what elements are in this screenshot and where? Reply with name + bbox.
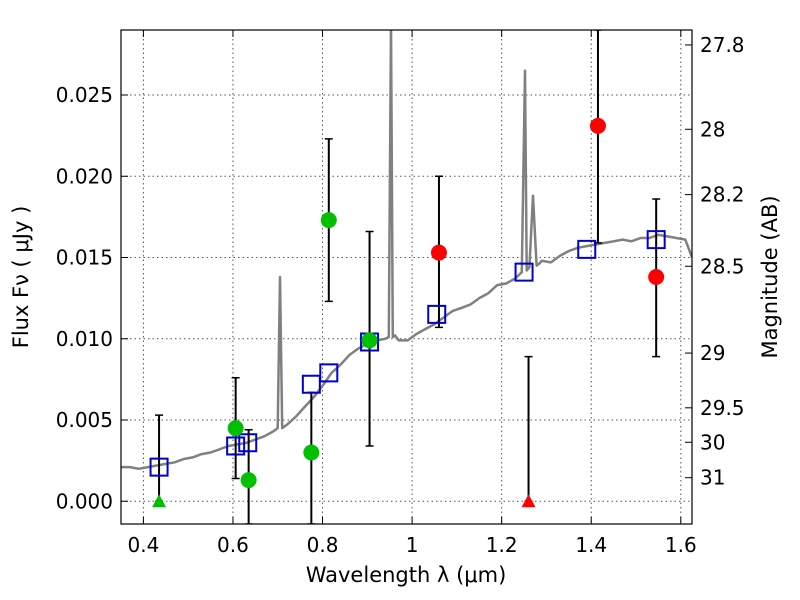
- model-flux-square: [149, 457, 169, 477]
- mag-tick-label: 29.5: [700, 396, 745, 420]
- mag-tick-label: 28: [700, 117, 725, 141]
- flux-point: [303, 444, 320, 461]
- x-tick-label: 1.4: [575, 533, 607, 557]
- y-tick-label: 0.015: [56, 246, 113, 270]
- model-flux-square: [577, 239, 597, 259]
- model-flux-square: [319, 363, 339, 383]
- y-tick-label: 0.020: [56, 164, 113, 188]
- flux-point: [430, 244, 447, 261]
- x-tick-label: 0.4: [127, 533, 159, 557]
- grid: [121, 30, 692, 524]
- axis-ticks: 0.4 0.6 0.8 1 1.2 1.4 1.6 0.000 0.005 0.010 0.015 0…: [56, 30, 745, 557]
- flux-point: [361, 332, 378, 349]
- x-tick-label: 1: [406, 533, 419, 557]
- mag-tick-label: 30: [700, 430, 725, 454]
- y-axis-right-label: Magnitude (AB): [758, 195, 782, 358]
- model-flux-square: [226, 436, 246, 456]
- model-flux-square: [301, 374, 321, 394]
- x-tick-label: 0.6: [217, 533, 249, 557]
- y-tick-label: 0.025: [56, 83, 113, 107]
- upper-limit-triangle: [521, 494, 536, 508]
- flux-point: [240, 472, 257, 489]
- y-tick-label: 0.000: [56, 489, 113, 513]
- x-tick-label: 1.2: [486, 533, 518, 557]
- plot-content: [121, 30, 692, 524]
- mag-tick-label: 31: [700, 466, 725, 490]
- x-axis-label: Wavelength λ (μm): [306, 563, 507, 587]
- model-flux-square: [646, 230, 666, 250]
- mag-tick-label: 28.2: [700, 183, 745, 207]
- sed-model-line: [121, 30, 692, 471]
- y-tick-label: 0.010: [56, 327, 113, 351]
- markers: [149, 117, 666, 508]
- flux-point: [227, 420, 244, 437]
- mag-tick-label: 27.8: [700, 33, 745, 57]
- x-tick-label: 1.6: [665, 533, 697, 557]
- flux-point: [648, 269, 665, 285]
- mag-tick-label: 29: [700, 341, 725, 365]
- y-axis-label: Flux Fν ( μJy ): [9, 206, 33, 349]
- plot-frame: [120, 29, 693, 525]
- model-flux-square: [427, 304, 447, 324]
- y-tick-label: 0.005: [56, 408, 113, 432]
- mag-tick-label: 28.5: [700, 254, 745, 278]
- model-flux-square: [238, 433, 258, 453]
- upper-limit-triangle: [152, 494, 167, 508]
- flux-point: [320, 212, 337, 229]
- model-flux-square: [514, 262, 534, 282]
- x-tick-label: 0.8: [307, 533, 339, 557]
- flux-point: [589, 117, 606, 134]
